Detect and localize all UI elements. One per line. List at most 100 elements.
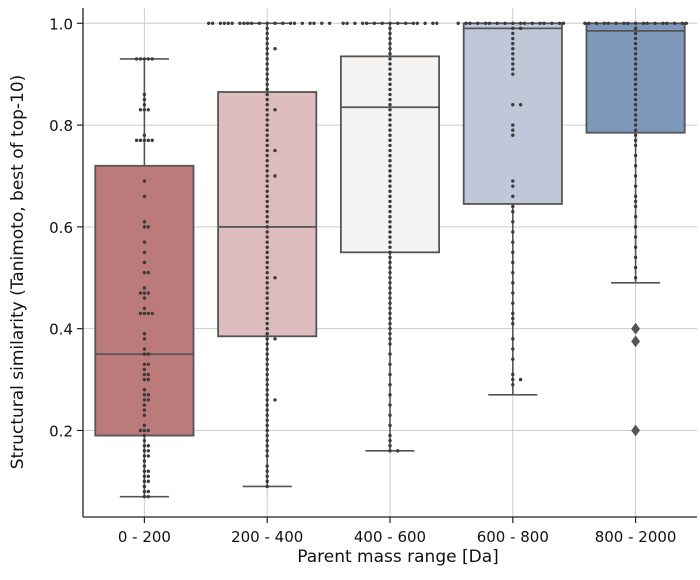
swarm-point [626,21,630,25]
swarm-point [388,270,392,275]
swarm-point [633,123,638,127]
swarm-point [265,337,269,341]
swarm-point [423,21,427,25]
swarm-point [146,428,150,433]
swarm-point [388,108,392,112]
swarm-point [142,413,147,417]
swarm-point [511,347,515,351]
swarm-point [142,459,147,463]
swarm-point [388,97,392,102]
swarm-point [411,21,416,25]
swarm-point [265,265,269,270]
swarm-point [511,179,515,183]
swarm-point [138,291,143,295]
swarm-point [142,57,147,61]
swarm-point [388,123,392,127]
swarm-point [388,26,392,31]
swarm-point [142,179,147,183]
y-tick-label: 1.0 [49,15,73,33]
swarm-point [134,138,139,143]
swarm-point [388,31,392,36]
swarm-point [538,21,542,25]
swarm-point [142,103,147,107]
swarm-point [265,403,269,407]
swarm-point [210,21,215,25]
swarm-points [134,21,688,499]
swarm-point [138,57,143,61]
swarm-point [388,47,392,51]
swarm-point [388,72,392,76]
swarm-point [265,291,269,295]
swarm-point [614,21,618,25]
swarm-point [265,413,269,417]
swarm-point [146,398,150,402]
swarm-point [300,21,304,25]
swarm-point [265,352,269,356]
swarm-point [511,240,515,244]
swarm-point [388,245,392,249]
swarm-point [146,362,150,366]
swarm-point [388,403,392,407]
swarm-point [633,87,638,92]
swarm-point [388,189,392,193]
swarm-point [388,250,392,255]
swarm-point [265,357,269,361]
swarm-point [388,291,392,295]
swarm-point [146,474,150,478]
swarm-point [388,382,392,387]
y-axis-label: Structural similarity (Tanimoto, best of… [8,75,28,470]
swarm-point [265,41,269,46]
swarm-point [388,393,392,397]
swarm-point [388,179,392,183]
swarm-point [511,103,515,107]
swarm-point [265,454,269,458]
swarm-point [265,77,269,81]
swarm-point [388,362,392,366]
swarm-point [511,62,515,66]
outlier-marker [631,424,641,437]
swarm-point [242,21,246,25]
swarm-point [456,21,460,25]
swarm-point [388,230,392,234]
swarm-point [142,454,147,458]
swarm-point [265,169,269,173]
x-tick-label: 800 - 2000 [595,528,677,546]
swarm-point [622,21,626,25]
swarm-point [388,214,392,219]
swarm-point [265,250,269,255]
swarm-point [388,128,392,132]
swarm-point [308,21,312,25]
swarm-point [265,148,269,153]
swarm-point [142,362,147,366]
swarm-point [633,77,638,81]
x-tick-label: 200 - 400 [231,528,303,546]
swarm-point [511,41,515,46]
swarm-point [511,372,515,377]
swarm-point [142,97,147,102]
swarm-point [142,270,147,275]
x-tick-label: 600 - 800 [477,528,549,546]
swarm-point [265,57,269,61]
swarm-point [557,21,562,25]
swarm-point [633,138,638,143]
swarm-point [265,286,269,290]
swarm-point [388,316,392,321]
swarm-point [265,189,269,193]
y-tick-label: 0.6 [49,219,73,237]
swarm-point [265,174,269,178]
swarm-point [633,103,638,107]
swarm-point [388,281,392,285]
swarm-point [633,235,638,239]
swarm-point [265,97,269,102]
swarm-point [388,332,392,336]
swarm-point [265,103,269,107]
swarm-point [138,108,143,112]
swarm-point [265,123,269,127]
swarm-point [142,469,147,473]
swarm-point [146,454,150,458]
swarm-point [665,21,669,25]
swarm-point [511,321,515,326]
swarm-point [265,204,269,209]
swarm-point [388,148,392,153]
